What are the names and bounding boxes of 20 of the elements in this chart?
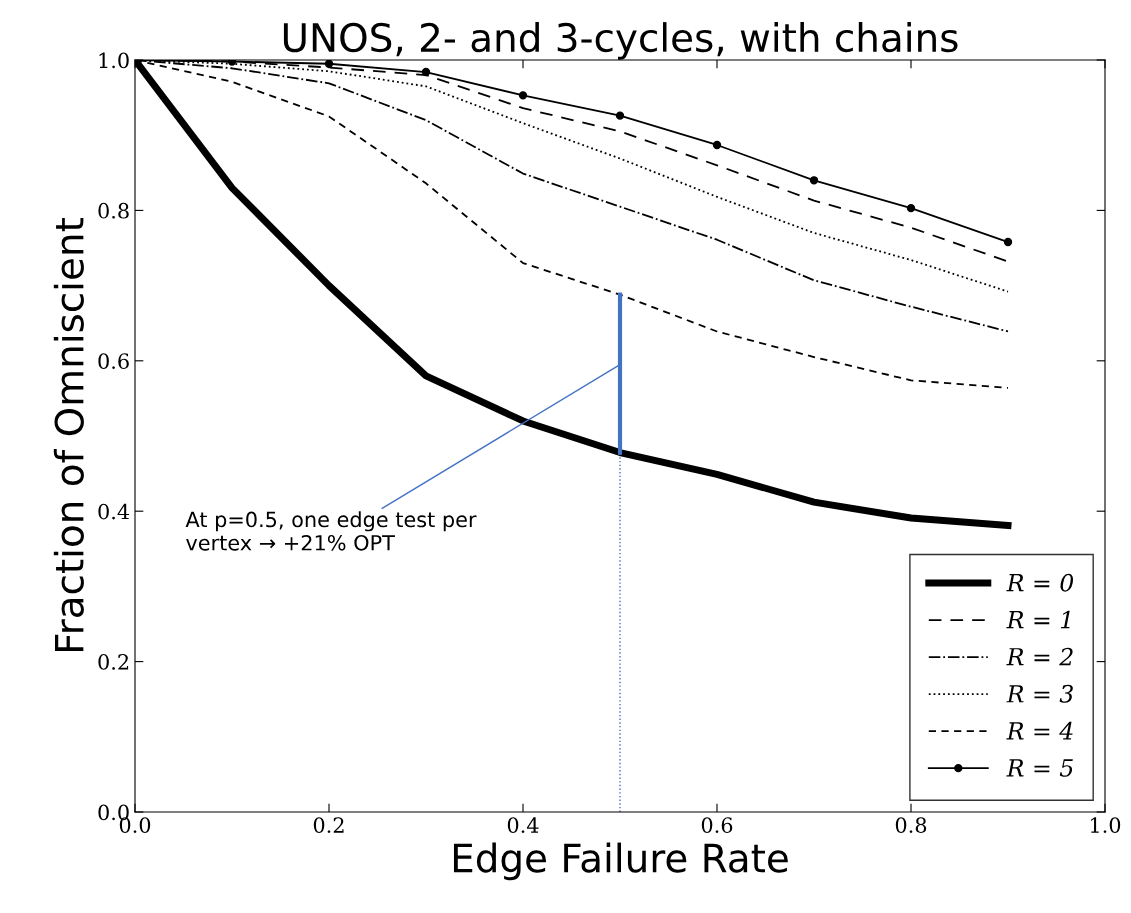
y-tick-label: 1.0 — [99, 52, 129, 69]
legend-label: R = 2 — [1006, 647, 1073, 666]
x-axis-title: Edge Failure Rate — [453, 842, 788, 881]
x-tick-label: 0.2 — [313, 817, 344, 833]
annotation: At p=0.5, one edge test per vertex → +21% OPT — [185, 511, 477, 551]
y-tick-label: 0.8 — [98, 202, 129, 219]
legend-label: R = 1 — [1006, 610, 1070, 629]
legend-label: R = 5 — [1006, 759, 1073, 777]
y-tick-label: 0.4 — [98, 503, 130, 520]
x-tick-label: 0.6 — [701, 817, 733, 833]
x-tick-label: 0.4 — [507, 817, 539, 833]
legend-label: R = 3 — [1006, 684, 1073, 703]
legend-label: R = 4 — [1006, 721, 1073, 740]
y-axis-title: Fraction of Omniscient — [53, 218, 84, 652]
x-tick-label: 1.0 — [1090, 817, 1121, 833]
y-tick-label: 0.6 — [98, 353, 129, 370]
y-tick-label: 0.2 — [98, 654, 129, 670]
chart-title: UNOS, 2- and 3-cycles, with chains — [283, 22, 958, 60]
x-tick-label: 0.8 — [895, 817, 927, 833]
legend-label: R = 0 — [1006, 573, 1074, 592]
